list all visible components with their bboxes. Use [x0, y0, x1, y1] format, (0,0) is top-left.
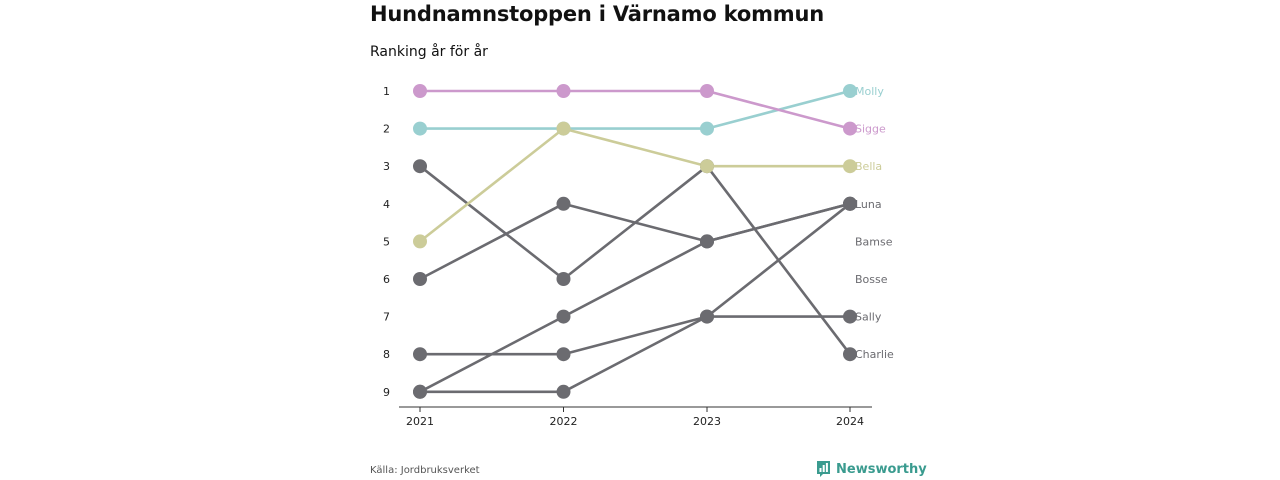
data-point-molly[interactable] — [843, 84, 857, 98]
x-tick-label: 2023 — [693, 415, 721, 428]
data-point-sigge[interactable] — [843, 121, 857, 136]
data-point-bella[interactable] — [556, 121, 571, 136]
series-line-bamse — [418, 202, 852, 394]
series-lines — [418, 89, 852, 394]
series-label-luna: Luna — [855, 198, 882, 211]
x-tick-label: 2021 — [406, 415, 434, 428]
data-point-bosse[interactable] — [556, 384, 571, 399]
data-point-bosse[interactable] — [843, 196, 857, 211]
series-label-bosse: Bosse — [855, 273, 888, 286]
data-point-luna[interactable] — [413, 272, 427, 286]
data-point-molly[interactable] — [413, 121, 427, 136]
series-label-molly: Molly — [855, 85, 884, 98]
y-tick-label: 6 — [383, 273, 390, 286]
data-point-sigge[interactable] — [700, 84, 714, 98]
source-note: Källa: Jordbruksverket — [370, 465, 480, 476]
y-tick-label: 8 — [383, 348, 390, 361]
data-point-bella[interactable] — [413, 234, 427, 249]
brand-logo[interactable]: Newsworthy — [816, 460, 927, 478]
y-tick-label: 7 — [383, 311, 390, 324]
x-tick-label: 2024 — [836, 415, 864, 428]
axes: 2021 2022 2023 2024 1 2 3 4 5 6 7 8 9 — [383, 85, 872, 428]
data-point-charlie[interactable] — [413, 159, 427, 174]
series-label-bella: Bella — [855, 160, 882, 173]
data-point-molly[interactable] — [700, 121, 714, 136]
data-point-bella[interactable] — [843, 159, 857, 174]
data-point-luna[interactable] — [556, 196, 571, 211]
series-line-bella — [418, 127, 852, 243]
data-point-charlie[interactable] — [556, 272, 571, 286]
bar-chart-speech-bubble-icon — [817, 461, 830, 477]
data-point-bamse[interactable] — [700, 234, 714, 249]
y-tick-label: 5 — [383, 235, 390, 248]
series-label-sally: Sally — [855, 311, 882, 324]
y-tick-label: 2 — [383, 123, 390, 136]
data-point-bosse[interactable] — [413, 384, 427, 399]
y-tick-label: 4 — [383, 198, 390, 211]
data-point-sally[interactable] — [413, 347, 427, 362]
series-labels: Molly Sigge Bella Luna Bamse Bosse Sally Charli… — [855, 85, 894, 361]
y-tick-label: 3 — [383, 160, 390, 173]
series-line-molly — [418, 89, 852, 130]
series-line-charlie — [418, 164, 852, 356]
y-tick-label: 1 — [383, 85, 390, 98]
series-label-bamse: Bamse — [855, 235, 893, 248]
data-point-sigge[interactable] — [556, 84, 571, 98]
y-tick-label: 9 — [383, 386, 390, 399]
chart-subtitle: Ranking år för år — [370, 44, 488, 60]
chart-title: Hundnamnstoppen i Värnamo kommun — [370, 2, 824, 26]
data-point-sally[interactable] — [843, 309, 857, 324]
data-point-sigge[interactable] — [413, 84, 427, 98]
series-line-bosse — [418, 202, 852, 394]
data-point-charlie[interactable] — [843, 347, 857, 362]
data-point-sally[interactable] — [700, 309, 714, 324]
series-label-charlie: Charlie — [855, 348, 894, 361]
brand-name: Newsworthy — [836, 461, 927, 477]
data-point-bamse[interactable] — [556, 309, 571, 324]
data-point-sally[interactable] — [556, 347, 571, 362]
x-tick-label: 2022 — [550, 415, 578, 428]
series-points — [413, 84, 857, 399]
data-point-bella[interactable] — [700, 159, 714, 174]
series-line-sally — [418, 315, 852, 356]
series-line-sigge — [418, 89, 852, 130]
series-label-sigge: Sigge — [855, 123, 886, 136]
